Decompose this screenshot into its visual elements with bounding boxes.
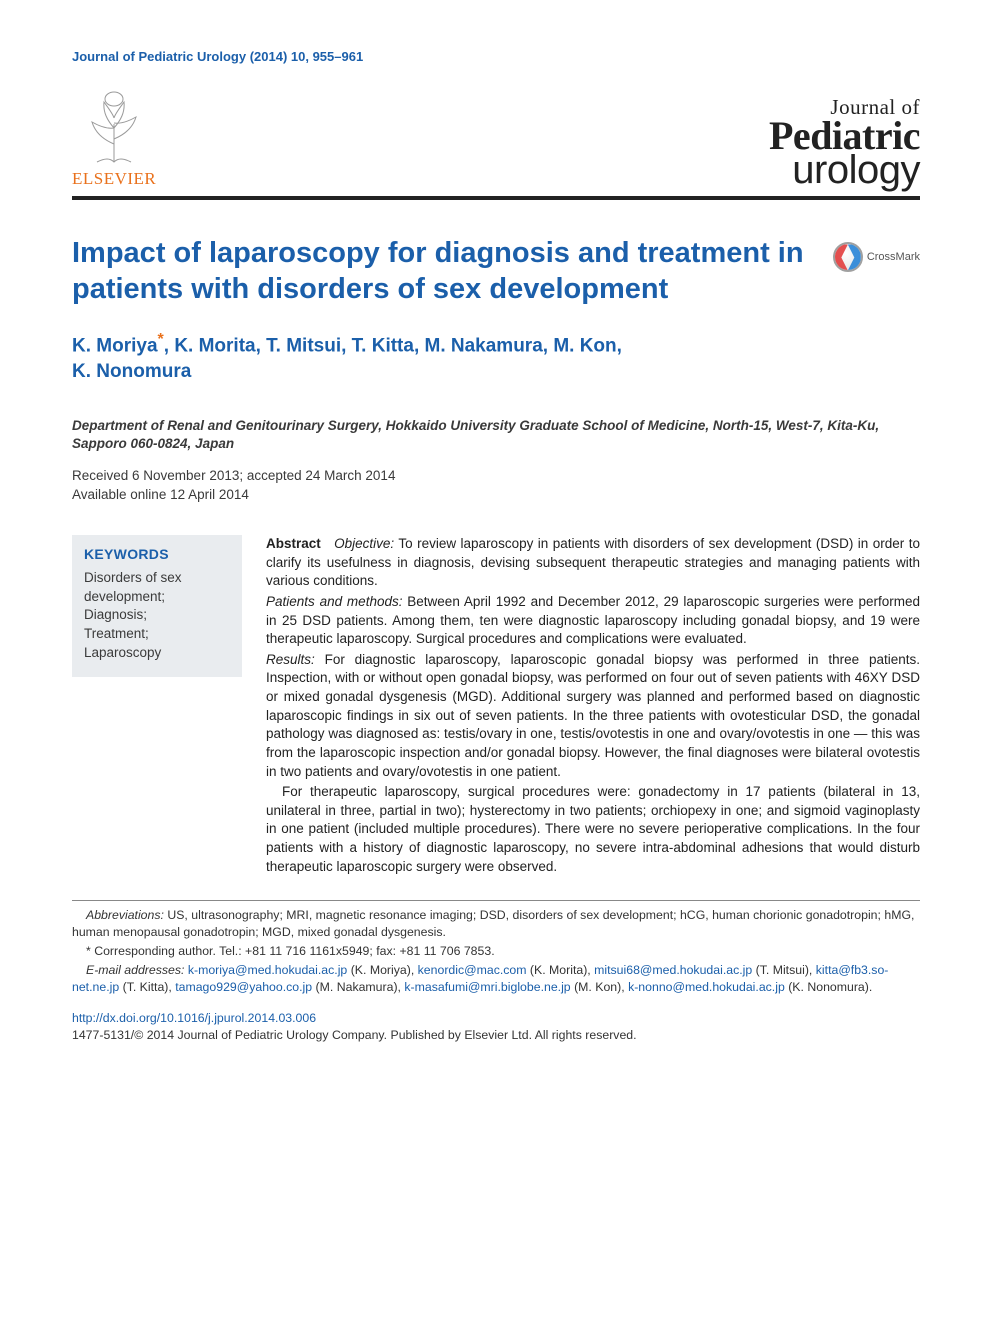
crossmark-widget[interactable]: CrossMark <box>833 242 920 272</box>
crossmark-label: CrossMark <box>867 250 920 265</box>
email-label: E-mail addresses: <box>86 963 184 977</box>
body-columns: KEYWORDS Disorders of sex development; D… <box>72 535 920 878</box>
email-person: (T. Mitsui), <box>752 963 816 977</box>
journal-logo-line3: urology <box>769 150 920 190</box>
corresponding-author-note: * Corresponding author. Tel.: +81 11 716… <box>72 943 920 960</box>
author-segment: , K. Morita, T. Mitsui, T. Kitta, M. Nak… <box>164 336 622 357</box>
publisher-logo[interactable]: ELSEVIER <box>72 84 156 191</box>
title-row: Impact of laparoscopy for diagnosis and … <box>72 236 920 329</box>
abstract-results-text: For diagnostic laparoscopy, laparoscopic… <box>266 652 920 779</box>
email-link[interactable]: k-moriya@med.hokudai.ac.jp <box>188 963 347 977</box>
available-online: Available online 12 April 2014 <box>72 487 249 502</box>
crossmark-icon <box>833 242 863 272</box>
abstract: Abstract Objective: To review laparoscop… <box>266 535 920 878</box>
author-segment: K. Nonomura <box>72 361 191 382</box>
journal-logo: Journal of Pediatric urology <box>769 97 920 190</box>
abbreviations-text: US, ultrasonography; MRI, magnetic reson… <box>72 908 914 939</box>
abstract-objective-heading: Objective: <box>334 536 394 551</box>
abbreviations-label: Abbreviations: <box>86 908 164 922</box>
email-addresses: E-mail addresses: k-moriya@med.hokudai.a… <box>72 962 920 996</box>
received-accepted: Received 6 November 2013; accepted 24 Ma… <box>72 468 395 483</box>
abstract-results-heading: Results: <box>266 652 315 667</box>
footnote-rule <box>72 900 920 901</box>
email-link[interactable]: k-nonno@med.hokudai.ac.jp <box>628 980 785 994</box>
page: Journal of Pediatric Urology (2014) 10, … <box>0 0 992 1091</box>
email-person: (M. Nakamura), <box>312 980 404 994</box>
email-person: (K. Nonomura). <box>785 980 872 994</box>
doi-block: http://dx.doi.org/10.1016/j.jpurol.2014.… <box>72 1010 920 1043</box>
email-person: (T. Kitta), <box>119 980 175 994</box>
header-row: ELSEVIER Journal of Pediatric urology <box>72 84 920 201</box>
abstract-results-text-2: For therapeutic laparoscopy, surgical pr… <box>266 784 920 874</box>
running-head: Journal of Pediatric Urology (2014) 10, … <box>72 48 920 66</box>
email-person: (M. Kon), <box>571 980 628 994</box>
email-link[interactable]: k-masafumi@mri.biglobe.ne.jp <box>404 980 570 994</box>
affiliation: Department of Renal and Genitourinary Su… <box>72 417 920 453</box>
keywords-list: Disorders of sex development; Diagnosis;… <box>84 569 230 663</box>
publisher-name: ELSEVIER <box>72 168 156 191</box>
email-person: (K. Morita), <box>527 963 595 977</box>
authors: K. Moriya*, K. Morita, T. Mitsui, T. Kit… <box>72 329 920 385</box>
abstract-label: Abstract <box>266 536 321 551</box>
keywords-heading: KEYWORDS <box>84 545 230 565</box>
doi-link[interactable]: http://dx.doi.org/10.1016/j.jpurol.2014.… <box>72 1011 316 1025</box>
author-segment: K. Moriya <box>72 336 158 357</box>
email-link[interactable]: tamago929@yahoo.co.jp <box>175 980 312 994</box>
keywords-box: KEYWORDS Disorders of sex development; D… <box>72 535 242 677</box>
article-title: Impact of laparoscopy for diagnosis and … <box>72 236 813 307</box>
email-person: (K. Moriya), <box>347 963 417 977</box>
elsevier-tree-icon <box>77 84 151 166</box>
email-link[interactable]: mitsui68@med.hokudai.ac.jp <box>594 963 752 977</box>
abstract-methods-heading: Patients and methods: <box>266 594 402 609</box>
article-dates: Received 6 November 2013; accepted 24 Ma… <box>72 467 920 505</box>
email-link[interactable]: kenordic@mac.com <box>418 963 527 977</box>
footnotes: Abbreviations: US, ultrasonography; MRI,… <box>72 907 920 996</box>
copyright-line: 1477-5131/© 2014 Journal of Pediatric Ur… <box>72 1028 637 1042</box>
